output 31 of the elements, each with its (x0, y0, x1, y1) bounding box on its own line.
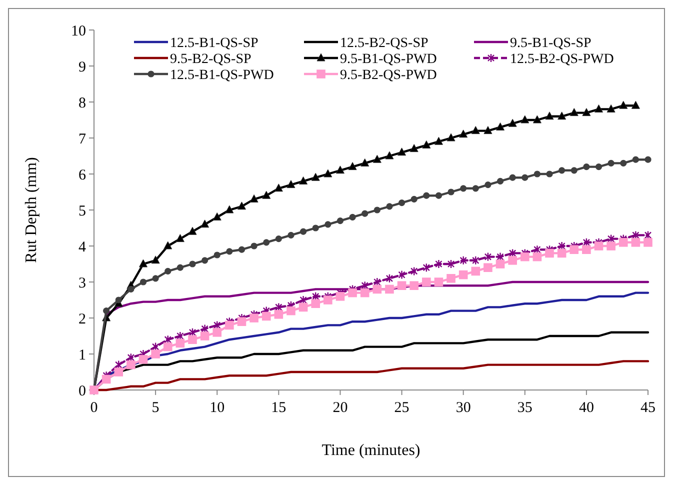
legend-label: 12.5-B1-QS-SP (170, 36, 259, 51)
legend-label: 12.5-B2-QS-PWD (510, 52, 614, 67)
x-tick-label: 35 (517, 400, 532, 416)
x-tick-label: 40 (578, 400, 594, 416)
x-tick-label: 5 (152, 400, 160, 416)
y-tick-label: 3 (78, 275, 86, 292)
legend-label: 9.5-B2-QS-PWD (340, 68, 437, 83)
legend-label: 12.5-B2-QS-SP (340, 36, 429, 51)
legend-label: 12.5-B1-QS-PWD (170, 68, 274, 83)
y-tick-label: 5 (78, 203, 86, 220)
y-tick-label: 4 (78, 239, 86, 256)
x-tick-label: 10 (210, 400, 225, 416)
x-tick-label: 15 (271, 400, 286, 416)
x-tick-label: 0 (90, 400, 98, 416)
x-tick-label: 30 (456, 400, 471, 416)
legend-label: 9.5-B2-QS-SP (170, 52, 252, 67)
legend-label: 9.5-B1-QS-PWD (340, 52, 437, 67)
y-tick-label: 7 (78, 131, 86, 148)
y-axis-title: Rut Depth (mm) (23, 157, 40, 263)
y-tick-label: 0 (78, 383, 86, 400)
y-tick-label: 1 (78, 347, 86, 364)
y-tick-label: 6 (78, 167, 86, 184)
x-axis-title: Time (minutes) (322, 442, 420, 459)
x-tick-label: 25 (394, 400, 410, 416)
y-tick-label: 9 (78, 59, 86, 76)
legend-label: 9.5-B1-QS-SP (510, 36, 592, 51)
x-tick-label: 45 (640, 400, 656, 416)
y-tick-label: 10 (71, 23, 86, 40)
y-tick-label: 8 (78, 95, 86, 112)
x-tick-label: 20 (332, 400, 348, 416)
y-tick-label: 2 (78, 311, 86, 328)
